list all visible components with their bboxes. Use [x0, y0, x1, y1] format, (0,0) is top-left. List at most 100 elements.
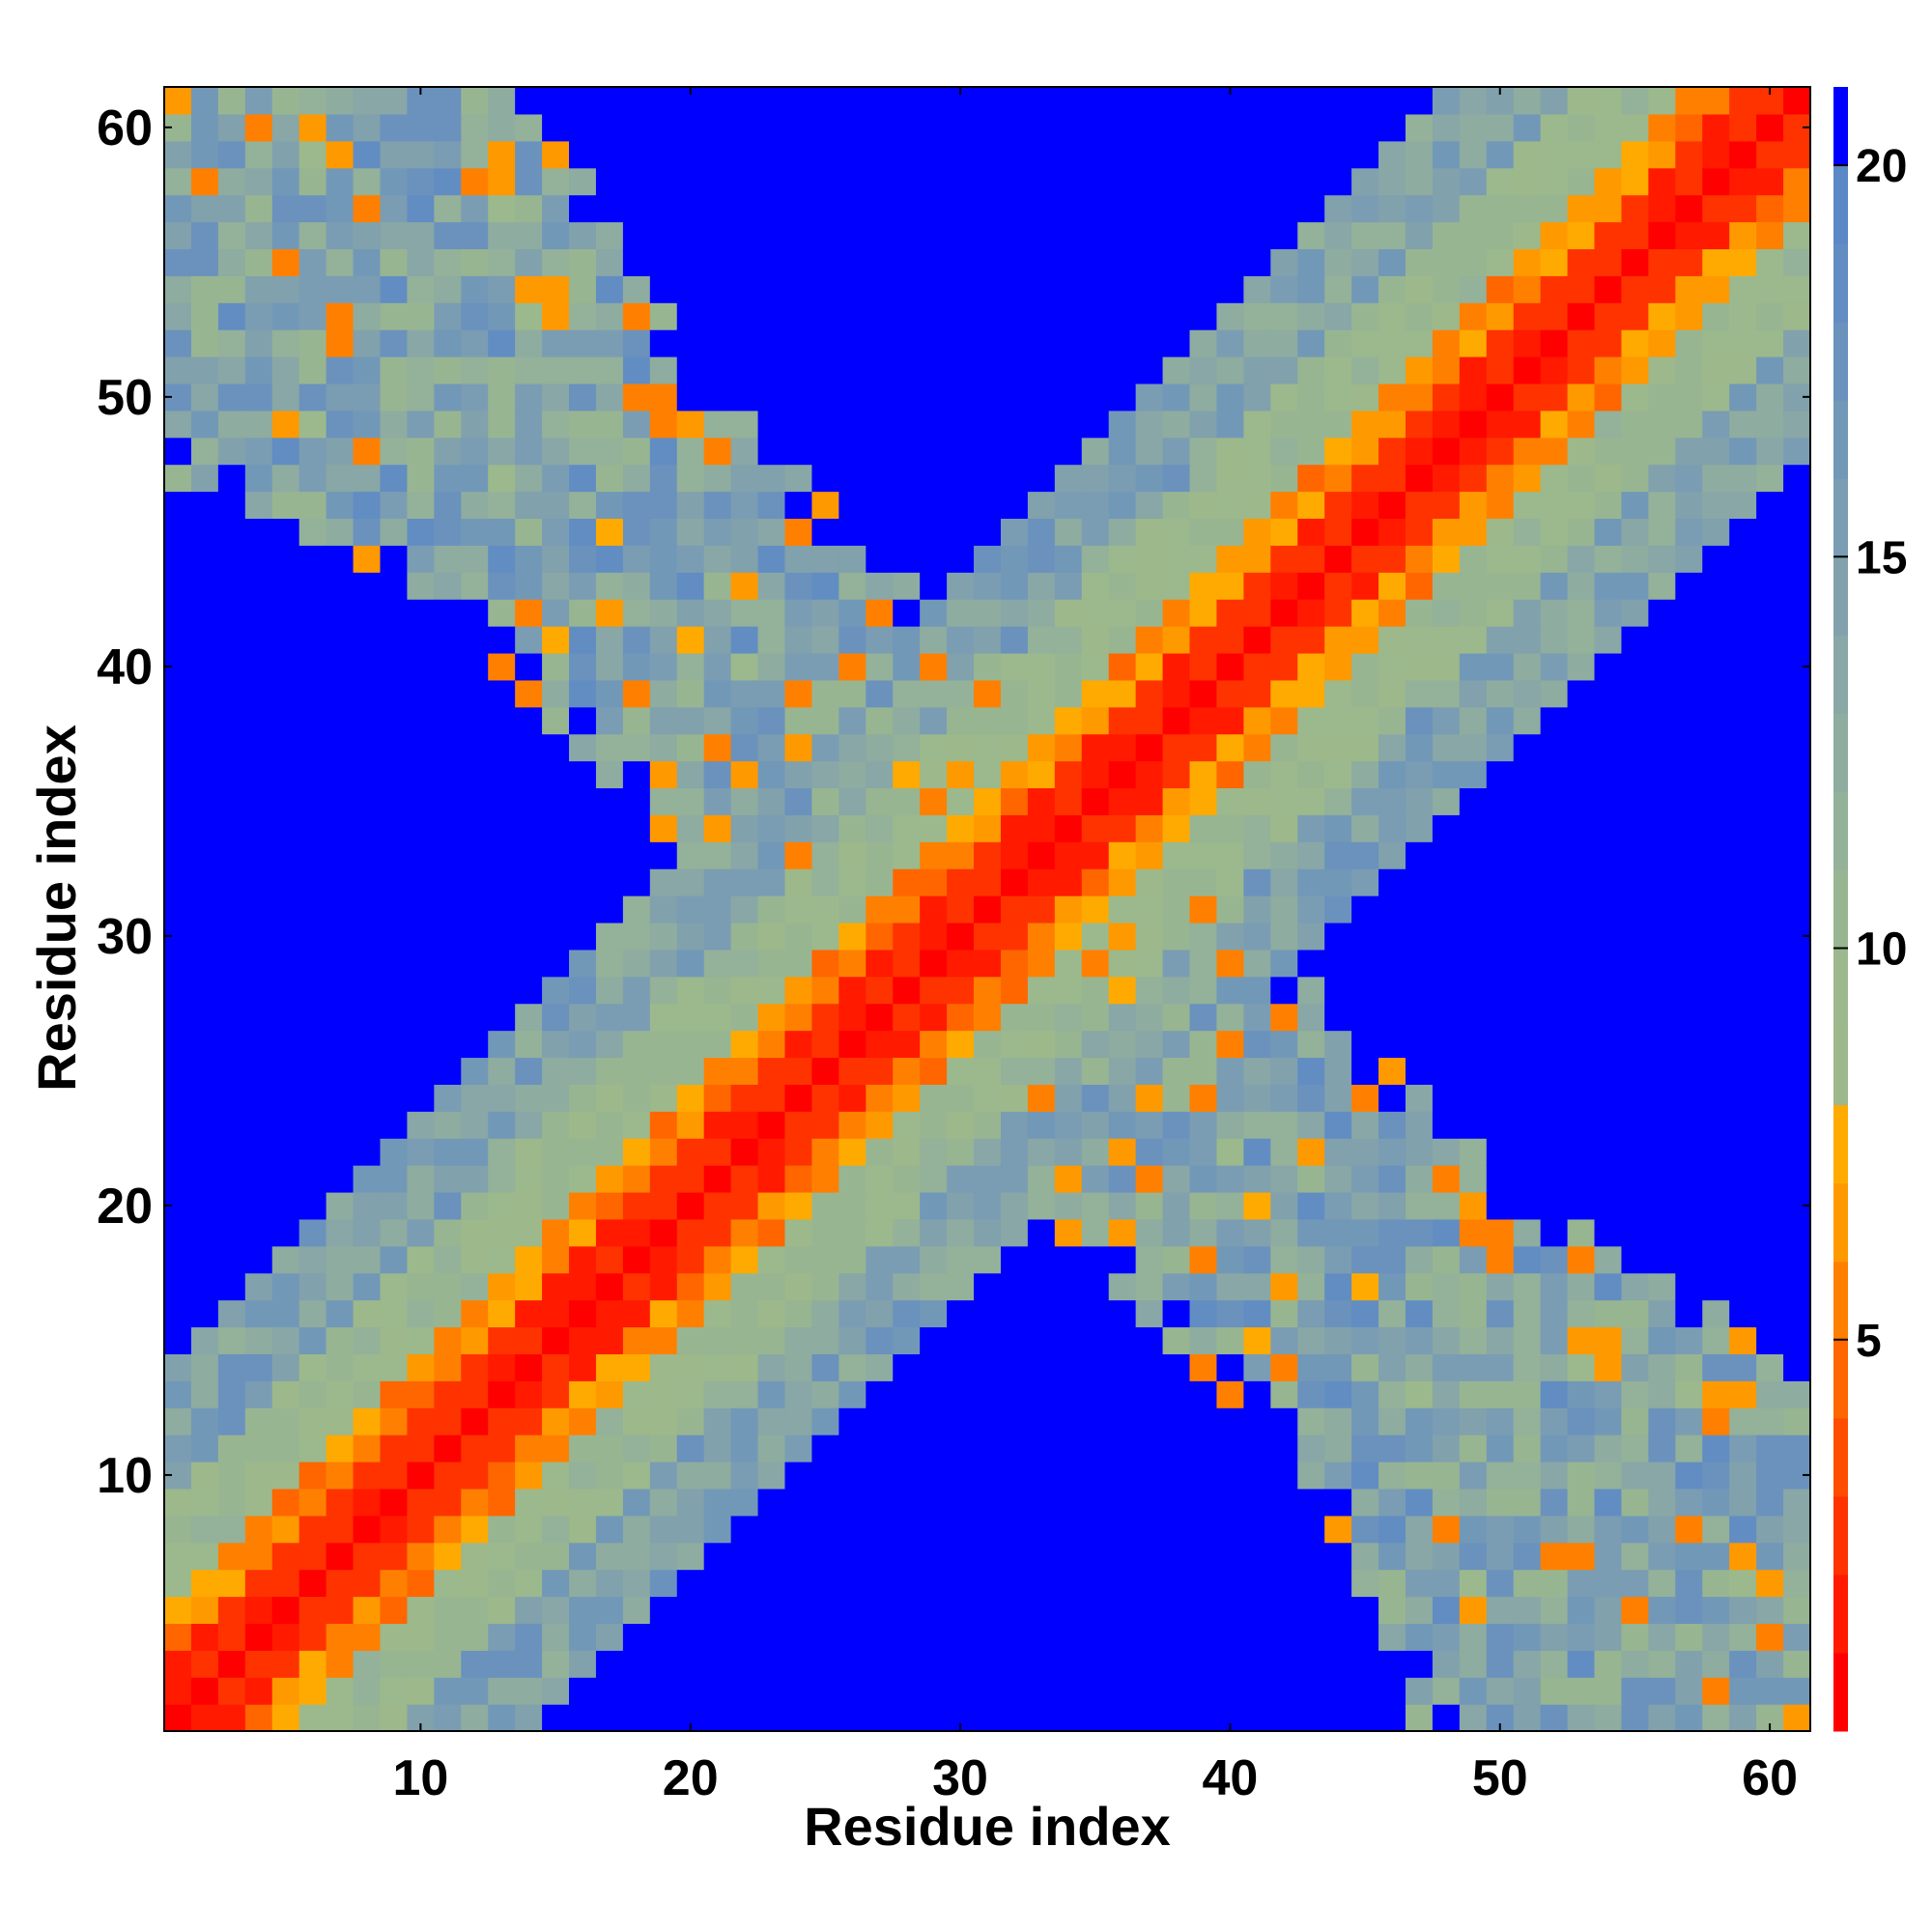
heatmap-cell [757, 1353, 786, 1381]
heatmap-cell [190, 760, 219, 789]
heatmap-cell [1270, 652, 1298, 681]
heatmap-cell [757, 868, 786, 896]
heatmap-cell [947, 626, 975, 654]
heatmap-cell [1702, 1299, 1730, 1328]
heatmap-cell [1162, 976, 1191, 1005]
heatmap-cell [1432, 383, 1461, 412]
heatmap-cell [1378, 1515, 1406, 1544]
heatmap-cell [353, 787, 382, 815]
heatmap-cell [1540, 1407, 1569, 1435]
heatmap-cell [974, 1111, 1002, 1139]
heatmap-cell [271, 329, 300, 357]
heatmap-cell [893, 841, 921, 869]
heatmap-cell [622, 221, 651, 250]
heatmap-cell [1135, 1380, 1164, 1408]
heatmap-cell [271, 1380, 300, 1408]
heatmap-cell [488, 1165, 516, 1193]
heatmap-cell [190, 1704, 219, 1732]
heatmap-cell [1108, 1380, 1137, 1408]
heatmap-cell [515, 1623, 543, 1651]
heatmap-cell [407, 221, 435, 250]
heatmap-cell [1000, 733, 1029, 762]
heatmap-cell [271, 1461, 300, 1490]
heatmap-cell [1243, 491, 1271, 520]
heatmap-cell [1378, 1542, 1406, 1571]
heatmap-cell [488, 1245, 516, 1274]
heatmap-cell [838, 1407, 867, 1435]
heatmap-cell [1432, 1218, 1461, 1247]
heatmap-cell [1702, 491, 1730, 520]
heatmap-cell [244, 1030, 273, 1059]
heatmap-cell [1702, 1191, 1730, 1220]
heatmap-cell [298, 1165, 327, 1193]
heatmap-cell [730, 787, 759, 815]
heatmap-cell [1027, 868, 1056, 896]
heatmap-cell [542, 87, 570, 115]
heatmap-cell [1567, 1461, 1596, 1490]
heatmap-cell [244, 841, 273, 869]
heatmap-cell [1756, 1623, 1784, 1651]
heatmap-cell [1243, 410, 1271, 439]
heatmap-cell [1621, 356, 1649, 384]
heatmap-cell [1432, 1515, 1461, 1544]
heatmap-cell [649, 1353, 678, 1381]
heatmap-cell [1459, 1461, 1488, 1490]
heatmap-cell [730, 329, 759, 357]
heatmap-cell [1351, 895, 1379, 923]
heatmap-cell [1648, 545, 1676, 573]
heatmap-cell [407, 1542, 435, 1571]
heatmap-cell [217, 1003, 246, 1032]
heatmap-cell [353, 87, 382, 115]
heatmap-cell [1243, 275, 1271, 303]
heatmap-cell [298, 599, 327, 627]
heatmap-cell [1000, 87, 1029, 115]
heatmap-cell [353, 1488, 382, 1517]
heatmap-cell [676, 1542, 705, 1571]
heatmap-cell [1486, 1435, 1515, 1463]
heatmap-cell [1351, 518, 1379, 546]
heatmap-cell [1189, 1542, 1218, 1571]
heatmap-cell [1540, 652, 1569, 681]
heatmap-cell [488, 356, 516, 384]
heatmap-cell [353, 491, 382, 520]
heatmap-cell [461, 167, 489, 196]
heatmap-cell [757, 1084, 786, 1112]
heatmap-cell [298, 356, 327, 384]
heatmap-cell [595, 140, 624, 169]
heatmap-cell [1702, 1245, 1730, 1274]
heatmap-cell [1702, 895, 1730, 923]
heatmap-cell [1513, 356, 1542, 384]
heatmap-cell [190, 1515, 219, 1544]
heatmap-cell [326, 248, 355, 276]
heatmap-cell [1783, 464, 1811, 493]
heatmap-cell [1216, 976, 1244, 1005]
heatmap-cell [866, 1165, 894, 1193]
heatmap-cell [434, 1435, 462, 1463]
heatmap-cell [407, 1165, 435, 1193]
heatmap-cell [1081, 113, 1110, 142]
heatmap-cell [1486, 1515, 1515, 1544]
heatmap-cell [1270, 221, 1298, 250]
heatmap-cell [730, 545, 759, 573]
heatmap-cell [1000, 1435, 1029, 1463]
heatmap-cell [217, 1623, 246, 1651]
heatmap-cell [1027, 733, 1056, 762]
heatmap-cell [515, 437, 543, 466]
heatmap-cell [1162, 545, 1191, 573]
heatmap-cell [757, 302, 786, 330]
heatmap-cell [1108, 868, 1137, 896]
heatmap-cell [1567, 1138, 1596, 1166]
heatmap-cell [893, 1461, 921, 1490]
heatmap-cell [1648, 248, 1676, 276]
heatmap-cell [569, 760, 597, 789]
heatmap-cell [595, 248, 624, 276]
heatmap-cell [649, 1272, 678, 1301]
heatmap-cell [947, 194, 975, 223]
heatmap-cell [1081, 895, 1110, 923]
heatmap-cell [893, 221, 921, 250]
heatmap-cell [1432, 1407, 1461, 1435]
heatmap-cell [757, 113, 786, 142]
heatmap-cell [1189, 1138, 1218, 1166]
heatmap-cell [434, 437, 462, 466]
heatmap-cell [595, 1272, 624, 1301]
